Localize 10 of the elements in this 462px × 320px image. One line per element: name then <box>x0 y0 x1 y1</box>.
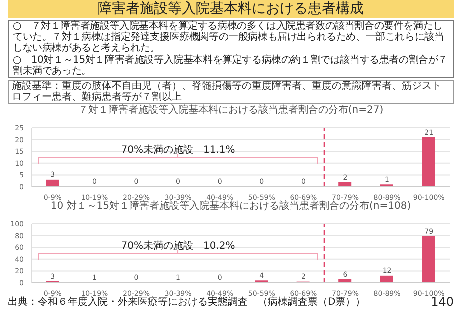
chart-title: ７対１障害者施設等入院基本料における該当患者割合の分布(n=27) <box>77 105 385 118</box>
text: 140 <box>431 295 454 310</box>
text: ○ 10対１～15対１障害者施設等入院基本料を算定する病棟の約１割では該当する患者の割合が７割未満であった。 <box>13 54 449 77</box>
text: 施設基準：重度の肢体不自由児（者）、脊髄損傷等の重度障害者、重度の意識障害者、筋ジストロフィー患者、難病患者等が７割以上 <box>8 80 454 104</box>
annotation: 70%未満の施設 10.2% <box>120 240 236 253</box>
source-note: 出典：令和６年度入院・外来医療等における実態調査 （病棟調査票（D票）） <box>8 296 366 310</box>
text: ○ ７対１障害者施設等入院基本料を算定する病棟の多くは入院患者数の該当割合の要件を満たしていた。７対１病棟は指定発達支援医療機関等の一般病棟も届け出られるため、一部これらに該当しない病棟があると考えられた。 <box>13 21 446 54</box>
annotation: 70%未満の施設 11.1% <box>120 144 236 157</box>
chart-title: 10 対１～15対１障害者施設等入院基本料における該当患者割合の分布(n=108) <box>50 201 412 214</box>
text: 障害者施設等入院基本料における患者構成 <box>8 0 454 18</box>
